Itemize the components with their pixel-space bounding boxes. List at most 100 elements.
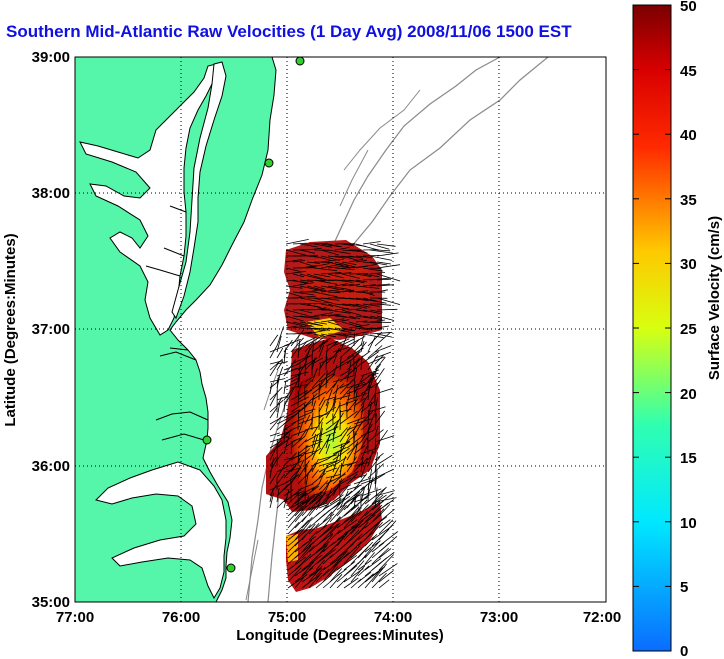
velocity-vector <box>367 331 383 347</box>
velocity-vector <box>364 540 381 559</box>
velocity-vector <box>334 303 356 307</box>
velocity-vector <box>341 321 364 329</box>
velocity-vector <box>329 497 346 517</box>
velocity-vector <box>320 272 342 275</box>
velocity-vector <box>327 309 351 314</box>
velocity-vector <box>371 542 391 559</box>
velocity-vector <box>315 492 327 505</box>
velocity-vector <box>306 289 321 293</box>
velocity-vector <box>369 283 390 287</box>
velocity-vector <box>320 279 335 281</box>
velocity-vector <box>304 362 306 377</box>
velocity-vector <box>311 443 320 461</box>
velocity-vector <box>346 426 357 437</box>
velocity-vector <box>304 375 315 383</box>
velocity-vector <box>369 272 386 275</box>
velocity-vector <box>376 284 395 287</box>
velocity-vector <box>343 509 361 529</box>
velocity-vector <box>357 510 369 523</box>
velocity-vector <box>301 547 322 565</box>
velocity-vector <box>376 249 391 252</box>
velocity-vector <box>294 541 309 553</box>
velocity-vector <box>287 492 301 505</box>
velocity-vector <box>362 321 382 323</box>
velocity-vector <box>353 429 355 449</box>
velocity-vector <box>376 325 389 329</box>
velocity-vector <box>313 273 331 278</box>
velocity-vector <box>346 416 366 425</box>
velocity-vector <box>318 406 337 419</box>
velocity-vector <box>269 435 289 443</box>
velocity-vector <box>350 546 369 565</box>
velocity-vector <box>313 321 327 325</box>
velocity-vector <box>374 425 379 437</box>
velocity-vector <box>283 489 294 497</box>
velocity-vector <box>355 263 377 269</box>
velocity-vector <box>299 332 312 335</box>
velocity-vector <box>339 480 341 503</box>
velocity-vector <box>285 315 304 322</box>
velocity-vector <box>334 319 350 323</box>
velocity-vector <box>311 337 315 359</box>
velocity-vector <box>334 289 354 293</box>
velocity-vector <box>318 454 337 461</box>
velocity-vector <box>362 255 380 257</box>
velocity-vector <box>339 410 358 425</box>
velocity-vector <box>308 496 322 511</box>
velocity-vector <box>336 514 356 529</box>
velocity-vector <box>269 406 278 419</box>
velocity-vector <box>320 303 334 307</box>
velocity-vector <box>313 333 326 338</box>
velocity-vector <box>355 273 372 277</box>
velocity-vector <box>360 423 373 443</box>
velocity-vector <box>341 273 360 279</box>
velocity-vector <box>315 513 335 529</box>
velocity-vector <box>285 325 298 329</box>
velocity-vector <box>378 554 394 571</box>
velocity-vector <box>290 396 309 407</box>
velocity-vector <box>371 528 390 547</box>
velocity-vector <box>378 519 394 535</box>
velocity-vector <box>341 327 356 332</box>
velocity-vector <box>339 384 354 401</box>
velocity-vector <box>318 377 327 389</box>
colorbar-tick-label: 30 <box>680 256 697 273</box>
velocity-vector <box>371 572 387 589</box>
velocity-vector <box>339 369 355 383</box>
x-tick-label: 73:00 <box>480 609 518 626</box>
velocity-vector <box>325 340 339 353</box>
velocity-vector <box>292 279 307 284</box>
delmarva-bay-inlet <box>171 61 227 320</box>
velocity-vector <box>369 315 383 319</box>
velocity-vector <box>374 452 378 473</box>
velocity-vector <box>346 381 365 389</box>
velocity-vector <box>311 400 317 413</box>
velocity-vector <box>339 354 354 365</box>
velocity-vector <box>269 358 283 371</box>
velocity-vector <box>276 347 284 359</box>
velocity-vector <box>308 512 321 523</box>
velocity-vector <box>374 368 385 383</box>
velocity-vector <box>292 291 315 296</box>
velocity-vector <box>308 502 321 517</box>
velocity-vector <box>325 401 337 419</box>
velocity-vector <box>269 360 284 365</box>
velocity-vector <box>339 435 351 455</box>
velocity-vector <box>301 493 315 505</box>
y-tick-label: 38:00 <box>32 185 70 202</box>
velocity-vector <box>348 283 361 287</box>
radar-site-marker <box>226 563 236 573</box>
velocity-vector <box>283 387 294 401</box>
velocity-vector <box>343 507 362 523</box>
velocity-vector <box>290 346 300 359</box>
velocity-vector <box>334 247 350 251</box>
velocity-vector <box>283 424 286 443</box>
velocity-vector <box>322 556 342 571</box>
velocity-vector <box>346 398 359 413</box>
velocity-vector <box>341 309 362 316</box>
velocity-vector <box>378 508 395 523</box>
velocity-vector <box>374 354 384 365</box>
velocity-vector <box>311 433 317 449</box>
velocity-vector <box>334 279 353 283</box>
velocity-vector <box>378 563 398 577</box>
